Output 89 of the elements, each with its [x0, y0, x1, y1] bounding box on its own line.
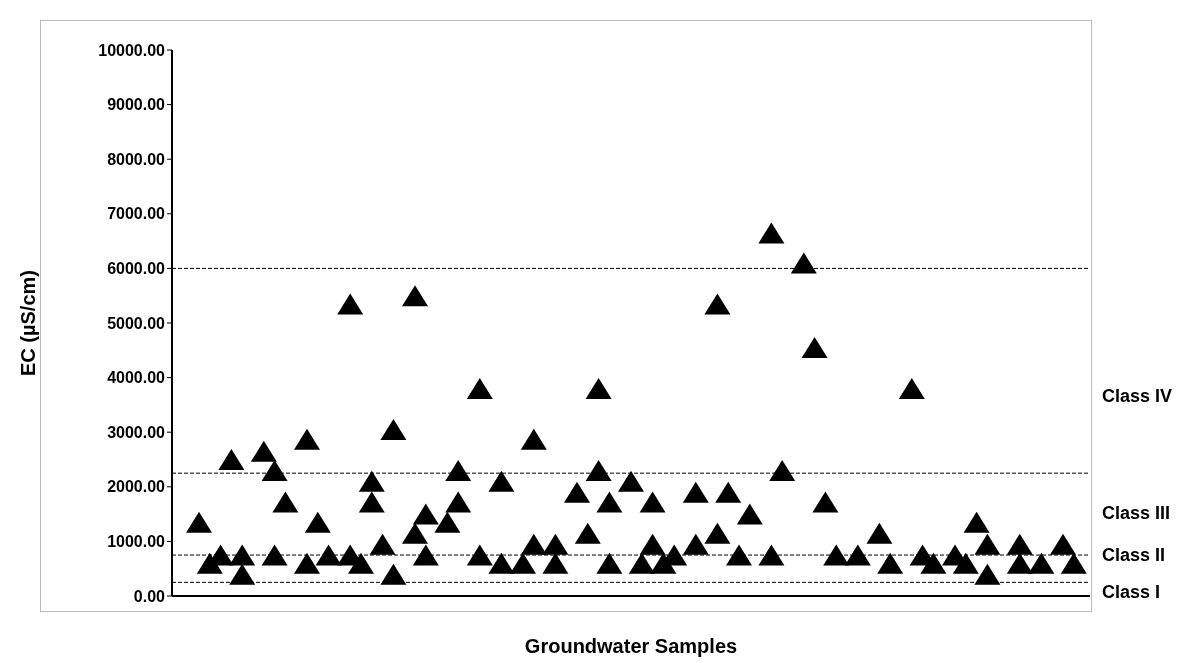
point [520, 428, 547, 450]
point [790, 252, 817, 274]
point [488, 552, 515, 574]
x-axis-title: Groundwater Samples [524, 635, 738, 657]
point [466, 544, 493, 566]
point [639, 533, 666, 555]
point [250, 440, 277, 462]
y-tick-label: 5000.00 [107, 314, 166, 332]
point [574, 522, 601, 544]
y-tick-label: 4000.00 [107, 369, 166, 387]
y-tick-label: 7000.00 [107, 205, 166, 223]
point [618, 470, 644, 492]
point [585, 459, 612, 481]
y-tick-label: 6000.00 [107, 260, 166, 278]
point [715, 481, 742, 503]
y-tick-label: 3000.00 [107, 423, 166, 441]
point [445, 491, 472, 513]
point [704, 293, 731, 315]
point [920, 552, 947, 574]
text: Class IV [1102, 386, 1173, 407]
point [844, 544, 871, 566]
point [434, 511, 461, 533]
point [682, 533, 709, 555]
point [229, 544, 256, 566]
point [294, 552, 320, 574]
point [898, 378, 925, 400]
point [412, 503, 439, 525]
point [402, 522, 428, 544]
point [369, 533, 396, 555]
point [261, 459, 288, 481]
point [585, 378, 612, 400]
y-tick-label: 2000.00 [107, 478, 166, 496]
point [1060, 552, 1087, 574]
point [380, 418, 407, 440]
point [229, 563, 256, 585]
point [726, 544, 752, 566]
point [596, 491, 623, 513]
point [974, 563, 1001, 585]
point [412, 544, 439, 566]
text: Class II [1102, 545, 1166, 566]
point [801, 337, 828, 359]
y-tick-label: 8000.00 [107, 150, 166, 168]
point [769, 459, 796, 481]
point [866, 522, 893, 544]
point [758, 544, 785, 566]
y-tick-label: 0.00 [133, 587, 166, 605]
point [272, 491, 299, 513]
point [488, 470, 515, 492]
point [1006, 533, 1033, 555]
text: Class III [1102, 503, 1171, 524]
point [186, 511, 212, 533]
point [1006, 552, 1033, 574]
y-tick-label: 10000.00 [98, 41, 166, 59]
point [628, 552, 655, 574]
point [445, 459, 472, 481]
point [823, 544, 850, 566]
point [466, 378, 493, 400]
y-axis-title: EC (µS/cm) [17, 270, 40, 376]
point [380, 563, 407, 585]
point [758, 222, 785, 244]
point [542, 552, 569, 574]
y-tick-label: 1000.00 [107, 533, 166, 551]
point [952, 552, 979, 574]
point [402, 285, 428, 307]
point [812, 491, 839, 513]
point [682, 481, 709, 503]
text: Class I [1102, 582, 1161, 603]
point [261, 544, 288, 566]
point [304, 511, 331, 533]
point [337, 293, 364, 315]
point [358, 470, 385, 492]
point [963, 511, 990, 533]
y-tick-label: 9000.00 [107, 96, 166, 114]
point [294, 428, 320, 450]
point [736, 503, 763, 525]
point [564, 481, 590, 503]
point [877, 552, 904, 574]
point [510, 552, 536, 574]
point [218, 449, 245, 470]
point [542, 533, 569, 555]
point [520, 533, 547, 555]
point [1028, 552, 1055, 574]
point [704, 522, 731, 544]
point [315, 544, 342, 566]
point [358, 491, 385, 513]
point [974, 533, 1001, 555]
point [596, 552, 623, 574]
point [1050, 533, 1076, 555]
point [639, 491, 666, 513]
